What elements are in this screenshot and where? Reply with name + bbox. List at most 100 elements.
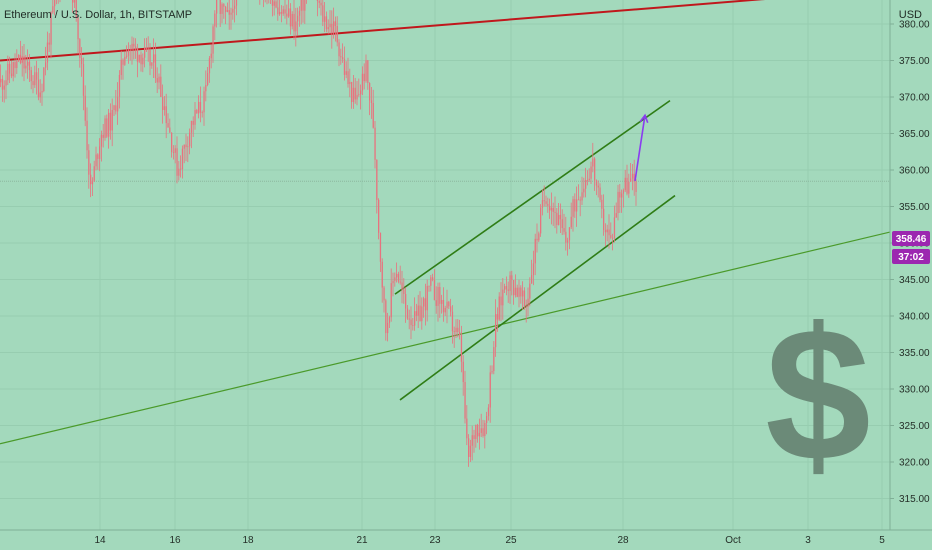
candle bbox=[574, 193, 576, 218]
candle-body bbox=[498, 296, 500, 320]
candle-body bbox=[545, 201, 547, 204]
candle-body bbox=[520, 287, 522, 297]
watermark-layer: $ bbox=[765, 289, 871, 501]
candle-body bbox=[333, 21, 335, 33]
candle-body bbox=[421, 306, 423, 322]
candle-body bbox=[473, 435, 475, 439]
candle bbox=[223, 3, 225, 19]
candle-body bbox=[412, 325, 414, 326]
candle-body bbox=[145, 47, 148, 49]
last-price-badge bbox=[892, 231, 930, 246]
candle bbox=[108, 109, 110, 149]
candle bbox=[343, 46, 346, 81]
candle-body bbox=[630, 178, 632, 182]
candle-body bbox=[414, 311, 416, 326]
candle-body bbox=[111, 109, 113, 131]
candle bbox=[549, 198, 551, 219]
candle-body bbox=[441, 299, 443, 304]
candle-body bbox=[396, 273, 398, 278]
candle bbox=[126, 45, 128, 59]
candle bbox=[633, 159, 635, 196]
candle bbox=[462, 355, 464, 396]
candle bbox=[32, 75, 34, 94]
candle bbox=[9, 56, 11, 84]
candle-body bbox=[347, 71, 349, 85]
candle bbox=[113, 104, 115, 116]
candle bbox=[579, 196, 581, 217]
candle-body bbox=[109, 112, 112, 131]
candle bbox=[606, 224, 608, 242]
candle bbox=[556, 208, 558, 234]
candle bbox=[360, 84, 362, 110]
candle bbox=[419, 291, 421, 322]
candle bbox=[540, 204, 542, 237]
candle bbox=[496, 307, 499, 332]
candle bbox=[99, 138, 101, 172]
candle bbox=[570, 202, 572, 230]
candle bbox=[525, 299, 527, 323]
candle bbox=[235, 0, 238, 16]
candle bbox=[153, 38, 155, 79]
candle-body bbox=[612, 237, 614, 239]
candle-body bbox=[131, 43, 133, 50]
candle bbox=[613, 205, 616, 243]
candle bbox=[118, 70, 121, 109]
candle-body bbox=[594, 158, 596, 181]
y-tick-label: 335.00 bbox=[899, 348, 930, 359]
candle bbox=[158, 73, 160, 90]
candle-body bbox=[394, 277, 396, 281]
candle bbox=[374, 121, 376, 169]
candle-body bbox=[203, 91, 205, 113]
candle-body bbox=[572, 199, 574, 217]
candle bbox=[282, 5, 284, 16]
candle-body bbox=[365, 60, 367, 82]
candle bbox=[403, 278, 405, 304]
candle-body bbox=[462, 361, 464, 383]
candle-body bbox=[298, 10, 301, 16]
candle-body bbox=[156, 78, 158, 83]
candle-body bbox=[406, 308, 409, 319]
candle-body bbox=[108, 112, 110, 137]
x-tick-label: Oct bbox=[725, 535, 741, 546]
candle-body bbox=[30, 70, 32, 82]
candle bbox=[10, 60, 13, 79]
candle-body bbox=[523, 290, 526, 307]
candle-body bbox=[0, 78, 2, 83]
candle-body bbox=[460, 334, 463, 362]
candle-body bbox=[378, 199, 380, 233]
x-axis[interactable]: 14 16 18 21 23 25 28 Oct 3 5 bbox=[94, 535, 885, 546]
candle-body bbox=[338, 42, 340, 57]
candle-body bbox=[95, 154, 97, 167]
candle-body bbox=[163, 106, 166, 111]
candle bbox=[455, 319, 457, 338]
candle-body bbox=[356, 94, 358, 100]
candle bbox=[594, 157, 596, 191]
candle bbox=[178, 160, 180, 181]
candle bbox=[1, 75, 4, 102]
candle bbox=[475, 424, 477, 448]
x-tick-label: 14 bbox=[94, 535, 106, 546]
candle bbox=[279, 0, 281, 16]
candle bbox=[401, 270, 403, 304]
candle-body bbox=[142, 57, 144, 65]
candle bbox=[599, 183, 601, 203]
candle-body bbox=[325, 16, 328, 30]
candle bbox=[81, 47, 83, 77]
x-tick-label: 3 bbox=[805, 535, 811, 546]
candle bbox=[552, 202, 554, 226]
candle bbox=[495, 299, 497, 357]
candle-body bbox=[437, 287, 439, 306]
candle bbox=[288, 0, 290, 18]
candle bbox=[46, 31, 49, 71]
candle bbox=[370, 86, 373, 119]
candle bbox=[527, 287, 529, 317]
candle-body bbox=[541, 200, 544, 208]
candle-body bbox=[100, 134, 103, 147]
candle bbox=[397, 271, 400, 284]
candle-body bbox=[198, 101, 200, 114]
candle bbox=[414, 297, 416, 331]
candle bbox=[340, 48, 342, 65]
candle-body bbox=[93, 166, 95, 181]
candle-body bbox=[450, 306, 452, 312]
